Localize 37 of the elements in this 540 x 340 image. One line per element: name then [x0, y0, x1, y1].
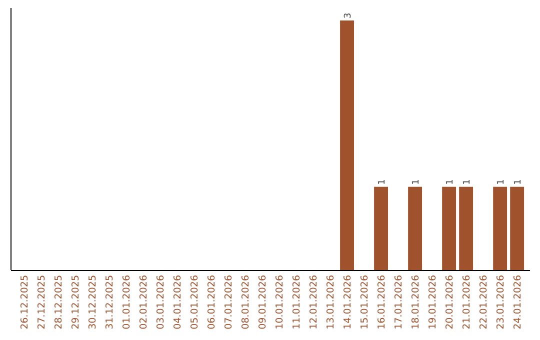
x-tick-label: 01.01.2026: [121, 275, 132, 330]
x-tick-label: 03.01.2026: [155, 275, 166, 330]
x-tick-label: 07.01.2026: [223, 275, 234, 330]
x-tick-label: 14.01.2026: [342, 275, 354, 330]
data-label: 1: [412, 179, 422, 185]
x-tick-label: 05.01.2026: [189, 275, 200, 330]
data-label: 1: [378, 179, 388, 185]
x-tick-label: 26.12.2025: [19, 275, 30, 330]
x-tick-label: 23.01.2026: [496, 275, 507, 330]
x-tick-label: 02.01.2026: [138, 275, 150, 330]
x-tick-label: 08.01.2026: [240, 275, 252, 330]
x-tick-label: 10.01.2026: [274, 275, 286, 330]
x-tick-label: 31.12.2025: [104, 275, 116, 330]
x-tick-label: 09.01.2026: [257, 275, 268, 330]
x-tick-label: 18.01.2026: [410, 275, 422, 330]
x-tick-label: 17.01.2026: [394, 275, 405, 330]
x-tick-label: 27.12.2025: [36, 275, 48, 330]
data-label: 1: [514, 179, 524, 185]
data-label: 1: [462, 179, 473, 185]
x-tick-label: 15.01.2026: [360, 275, 371, 330]
x-tick-label: 24.01.2026: [512, 275, 524, 330]
x-tick-label: 21.01.2026: [462, 275, 473, 330]
x-tick-label: 22.01.2026: [478, 275, 490, 330]
x-tick-label: 19.01.2026: [428, 275, 439, 330]
x-tick-label: 30.12.2025: [87, 275, 98, 330]
x-tick-label: 11.01.2026: [292, 275, 303, 330]
x-tick-label: 06.01.2026: [206, 275, 218, 330]
x-tick-label: 04.01.2026: [172, 275, 184, 330]
data-label: 3: [344, 12, 354, 18]
x-tick-label: 29.12.2025: [70, 275, 82, 330]
x-tick-label: 12.01.2026: [308, 275, 320, 330]
data-label: 1: [496, 179, 507, 185]
data-label: 1: [446, 179, 456, 185]
x-tick-label: 16.01.2026: [376, 275, 388, 330]
x-tick-label: 20.01.2026: [444, 275, 456, 330]
x-tick-label: 28.12.2025: [53, 275, 64, 330]
x-tick-label: 13.01.2026: [326, 275, 337, 330]
